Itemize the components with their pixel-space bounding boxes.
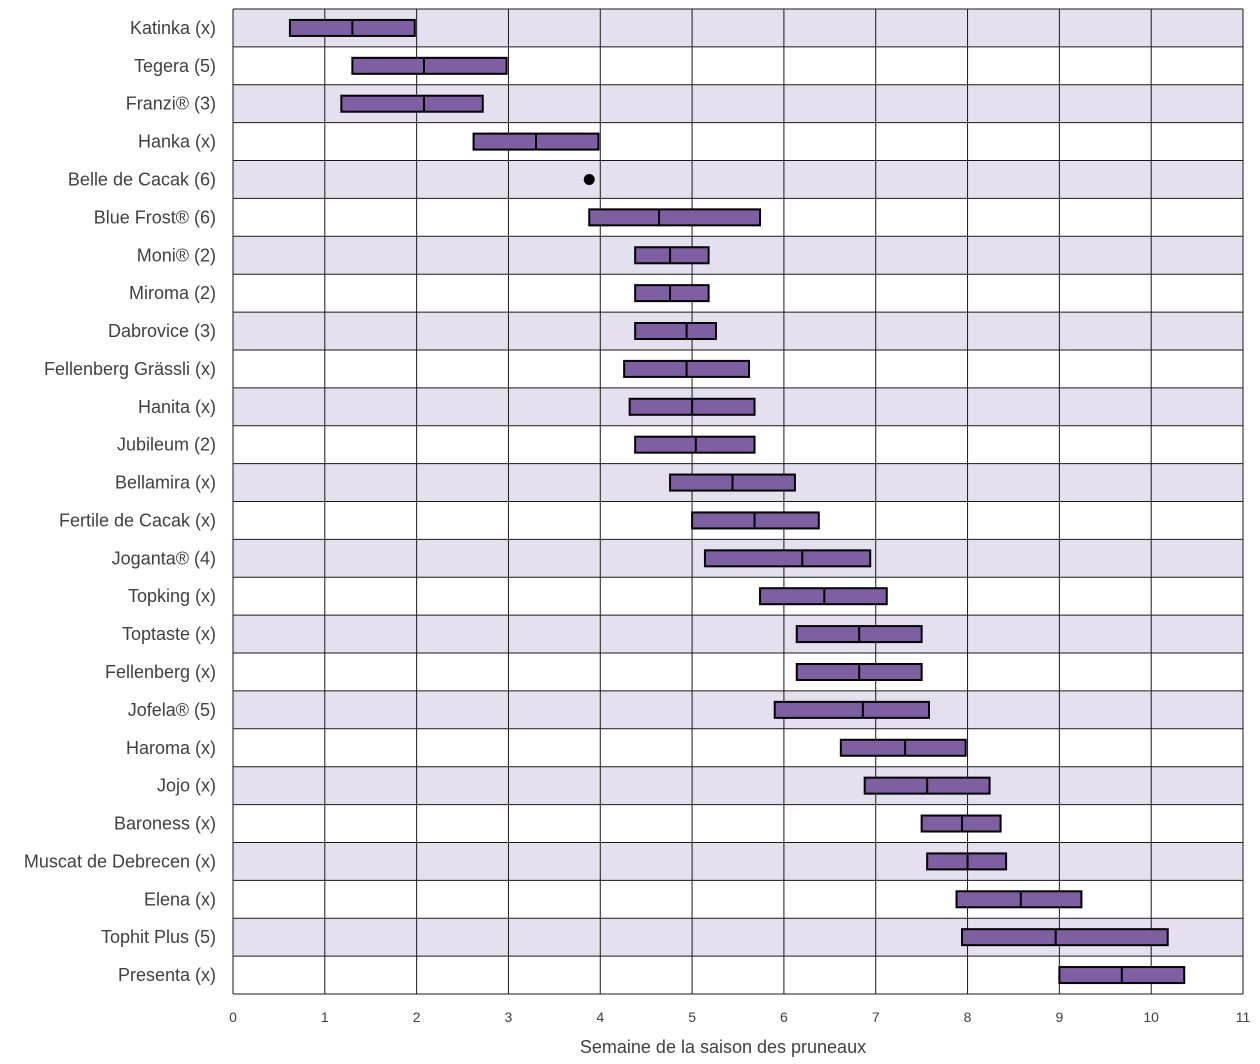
row-band: [233, 653, 1243, 691]
category-label: Fellenberg Grässli (x): [44, 359, 216, 379]
category-label: Jubileum (2): [117, 435, 216, 455]
category-label: Toptaste (x): [122, 624, 216, 644]
single-point-marker: [583, 173, 595, 185]
category-label: Elena (x): [144, 889, 216, 909]
x-tick-label: 7: [872, 1009, 880, 1025]
category-label: Fellenberg (x): [105, 662, 216, 682]
category-label: Bellamira (x): [115, 473, 216, 493]
row-band: [233, 312, 1243, 350]
x-tick-label: 0: [229, 1009, 237, 1025]
row-band: [233, 160, 1243, 199]
category-label: Blue Frost® (6): [94, 207, 216, 227]
category-label: Belle de Cacak (6): [68, 169, 216, 189]
range-bar: [634, 284, 710, 303]
category-label: Franzi® (3): [126, 94, 216, 114]
range-bars: [288, 18, 1186, 985]
category-label: Miroma (2): [129, 283, 216, 303]
row-band: [233, 842, 1243, 881]
row-band: [233, 804, 1243, 843]
range-bar: [634, 322, 717, 341]
row-band: [233, 880, 1243, 919]
category-label: Baroness (x): [114, 814, 216, 834]
range-bar: [588, 208, 762, 227]
category-label: Jofela® (5): [128, 700, 216, 720]
category-label: Joganta® (4): [112, 548, 216, 568]
x-tick-label: 10: [1143, 1009, 1159, 1025]
x-tick-label: 8: [964, 1009, 972, 1025]
row-band: [233, 615, 1243, 654]
x-tick-label: 3: [505, 1009, 513, 1025]
x-tick-label: 6: [780, 1009, 788, 1025]
x-axis-ticks: 0 1 2 3 4 5 6 7 8 9 10 11: [229, 1009, 1250, 1025]
row-band: [233, 236, 1243, 275]
x-tick-label: 5: [688, 1009, 696, 1025]
range-bar: [961, 928, 1169, 947]
x-tick-label: 9: [1055, 1009, 1063, 1025]
category-label: Jojo (x): [157, 776, 216, 796]
range-bar: [773, 700, 930, 719]
range-bar: [955, 890, 1083, 909]
row-band: [233, 766, 1243, 805]
category-label: Hanka (x): [138, 132, 216, 152]
category-label: Hanita (x): [138, 397, 216, 417]
x-tick-label: 4: [596, 1009, 604, 1025]
row-band: [233, 728, 1243, 767]
row-band: [233, 577, 1243, 616]
range-bar: [340, 94, 484, 113]
category-labels: Katinka (x) Tegera (5) Franzi® (3) Hanka (x…: [24, 18, 216, 985]
x-tick-label: 11: [1236, 1009, 1251, 1025]
category-label: Topking (x): [128, 586, 216, 606]
x-axis-title: Semaine de la saison des pruneaux: [580, 1037, 866, 1057]
category-label: Katinka (x): [130, 18, 216, 38]
category-label: Muscat de Debrecen (x): [24, 851, 216, 871]
category-label: Presenta (x): [118, 965, 216, 985]
category-label: Moni® (2): [137, 245, 216, 265]
category-label: Tegera (5): [134, 56, 216, 76]
x-tick-label: 2: [413, 1009, 421, 1025]
range-bar: [839, 738, 967, 757]
row-band: [233, 274, 1243, 313]
category-label: Fertile de Cacak (x): [59, 510, 216, 530]
row-band: [233, 122, 1243, 161]
row-band: [233, 690, 1243, 729]
category-label: Haroma (x): [126, 738, 216, 758]
range-bar: [351, 56, 508, 75]
category-label: Tophit Plus (5): [101, 927, 216, 947]
x-tick-label: 1: [321, 1009, 329, 1025]
range-bar: [703, 549, 872, 568]
range-bar: [634, 246, 710, 265]
category-label: Dabrovice (3): [108, 321, 216, 341]
grid-lines: [232, 8, 1244, 995]
